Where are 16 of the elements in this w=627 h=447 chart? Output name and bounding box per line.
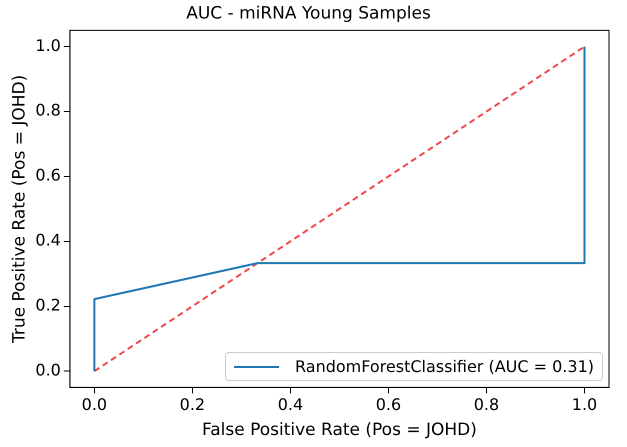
y-tick-label: 0.2 [35, 295, 61, 314]
y-tick-label: 1.0 [35, 36, 61, 55]
x-tick-label: 0.0 [82, 395, 108, 414]
x-tick-label: 0.8 [474, 395, 500, 414]
x-tick-label: 0.6 [376, 395, 402, 414]
legend-label: RandomForestClassifier (AUC = 0.31) [295, 357, 594, 376]
y-tick-label: 0.6 [35, 166, 61, 185]
y-tick-label: 0.0 [35, 360, 61, 380]
x-tick-label: 0.2 [180, 395, 206, 414]
x-axis-title: False Positive Rate (Pos = JOHD) [202, 420, 477, 440]
y-tick-label: 0.8 [35, 100, 61, 120]
y-tick-label: 0.4 [35, 230, 61, 250]
x-tick-label: 1.0 [572, 395, 598, 414]
x-tick-label: 0.4 [278, 395, 304, 414]
y-axis-title: True Positive Rate (Pos = JOHD) [10, 74, 30, 344]
chart-title: AUC - miRNA Young Samples [186, 4, 431, 24]
